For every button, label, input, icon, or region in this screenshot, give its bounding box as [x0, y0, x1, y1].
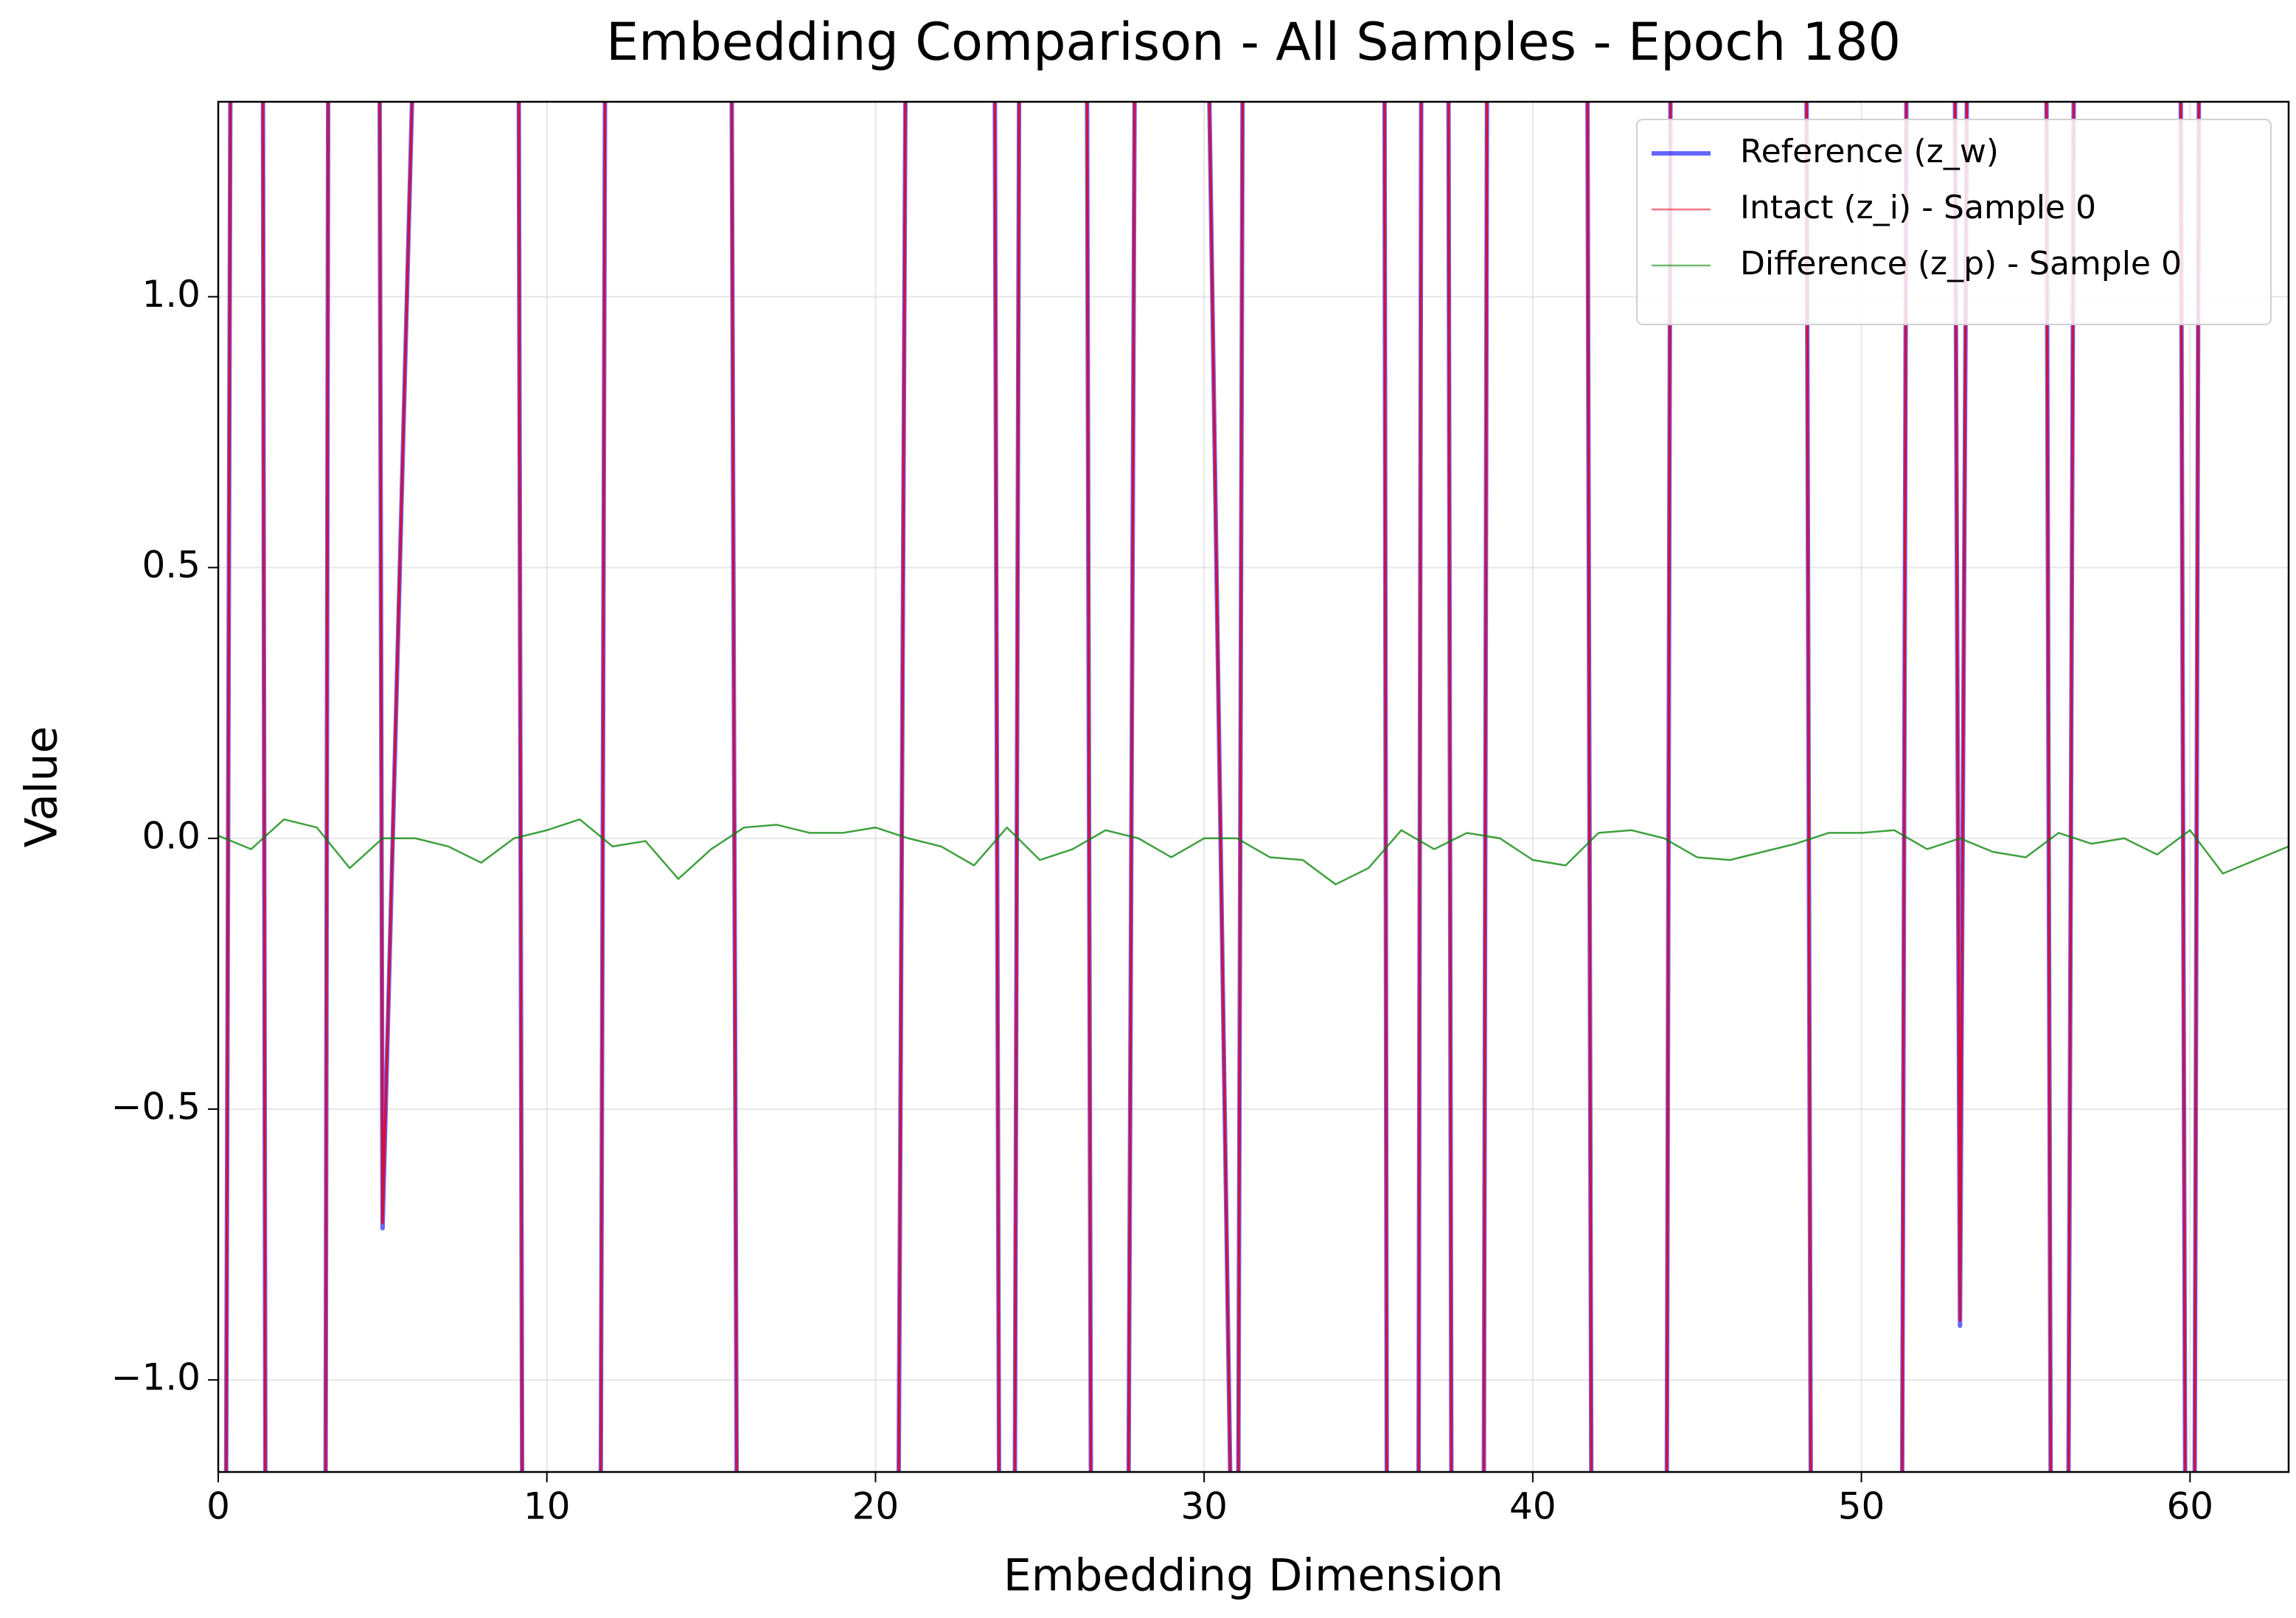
legend-label: Reference (z_w) — [1740, 133, 1999, 170]
line-series — [218, 818, 2289, 886]
x-tick-label: 50 — [1838, 1485, 1885, 1528]
plot-frame — [217, 100, 2290, 1473]
x-tick-label: 10 — [523, 1485, 571, 1528]
legend-label: Intact (z_i) - Sample 0 — [1740, 189, 2096, 226]
x-axis-label: Embedding Dimension — [1003, 1550, 1503, 1602]
x-tick-label: 60 — [2166, 1485, 2213, 1528]
chart-title: Embedding Comparison - All Samples - Epo… — [606, 12, 1901, 72]
legend-label: Difference (z_p) - Sample 0 — [1740, 245, 2182, 282]
y-tick-label: 0.5 — [142, 544, 201, 586]
y-tick-label: −0.5 — [111, 1085, 201, 1128]
y-axis-label: Value — [16, 726, 68, 848]
y-tick-label: 1.0 — [142, 273, 201, 316]
plot-area — [218, 102, 2289, 1472]
x-tick-label: 40 — [1509, 1485, 1556, 1528]
y-tick-label: −1.0 — [111, 1356, 201, 1399]
x-tick-label: 20 — [852, 1485, 900, 1528]
x-tick-label: 0 — [206, 1485, 230, 1528]
legend-box — [1636, 119, 2272, 325]
y-tick-label: 0.0 — [142, 814, 201, 857]
x-tick-label: 30 — [1180, 1485, 1228, 1528]
